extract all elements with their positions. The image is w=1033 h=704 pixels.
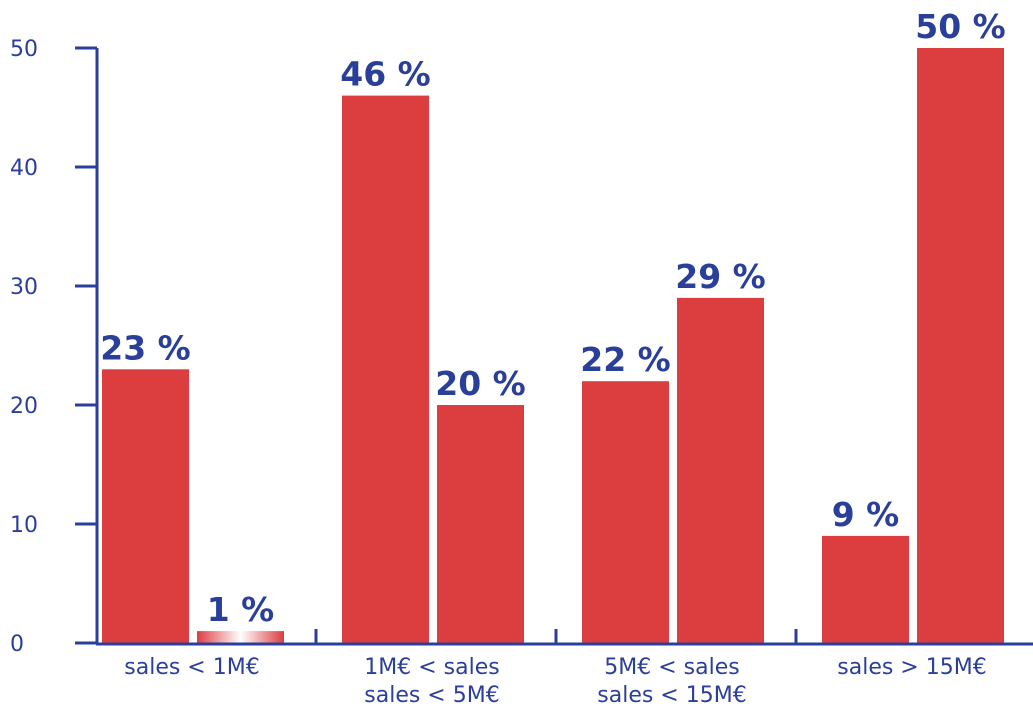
data-label-0-1: 1 % <box>207 590 275 629</box>
labels-layer: 23 % 1 % 46 % 20 % 22 % 29 % 9 % 50 % 0 10 20 30 40 5… <box>10 7 1006 704</box>
category-label-2-0: 5M€ < sales <box>604 655 739 680</box>
category-label-0-0: sales < 1M€ <box>124 655 259 680</box>
bars-layer <box>102 48 1004 644</box>
data-label-1-0: 46 % <box>340 55 430 94</box>
category-label-2-1: sales < 15M€ <box>597 683 746 704</box>
data-label-0-0: 23 % <box>100 328 190 367</box>
category-label-3-0: sales > 15M€ <box>837 655 986 680</box>
bar-0-1 <box>197 631 284 643</box>
data-label-2-0: 22 % <box>580 340 670 379</box>
y-tick-label-3: 30 <box>10 275 38 300</box>
data-label-1-1: 20 % <box>435 364 525 403</box>
category-label-1-1: sales < 5M€ <box>364 683 499 704</box>
bar-3-1 <box>917 48 1004 643</box>
bar-3-0 <box>822 535 909 643</box>
data-label-2-1: 29 % <box>675 257 765 296</box>
y-tick-label-4: 40 <box>10 156 38 181</box>
bar-1-1 <box>437 405 524 643</box>
y-tick-label-5: 50 <box>10 37 38 62</box>
category-label-1-0: 1M€ < sales <box>364 655 499 680</box>
y-tick-label-0: 0 <box>10 632 24 657</box>
bar-0-0 <box>102 369 189 643</box>
bar-2-0 <box>582 381 669 643</box>
data-label-3-1: 50 % <box>915 7 1005 46</box>
bar-2-1 <box>677 297 764 643</box>
y-tick-label-2: 20 <box>10 394 38 419</box>
axes-layer <box>75 46 1033 646</box>
y-tick-label-1: 10 <box>10 513 38 538</box>
data-label-3-0: 9 % <box>832 495 900 534</box>
bar-1-0 <box>342 95 429 644</box>
